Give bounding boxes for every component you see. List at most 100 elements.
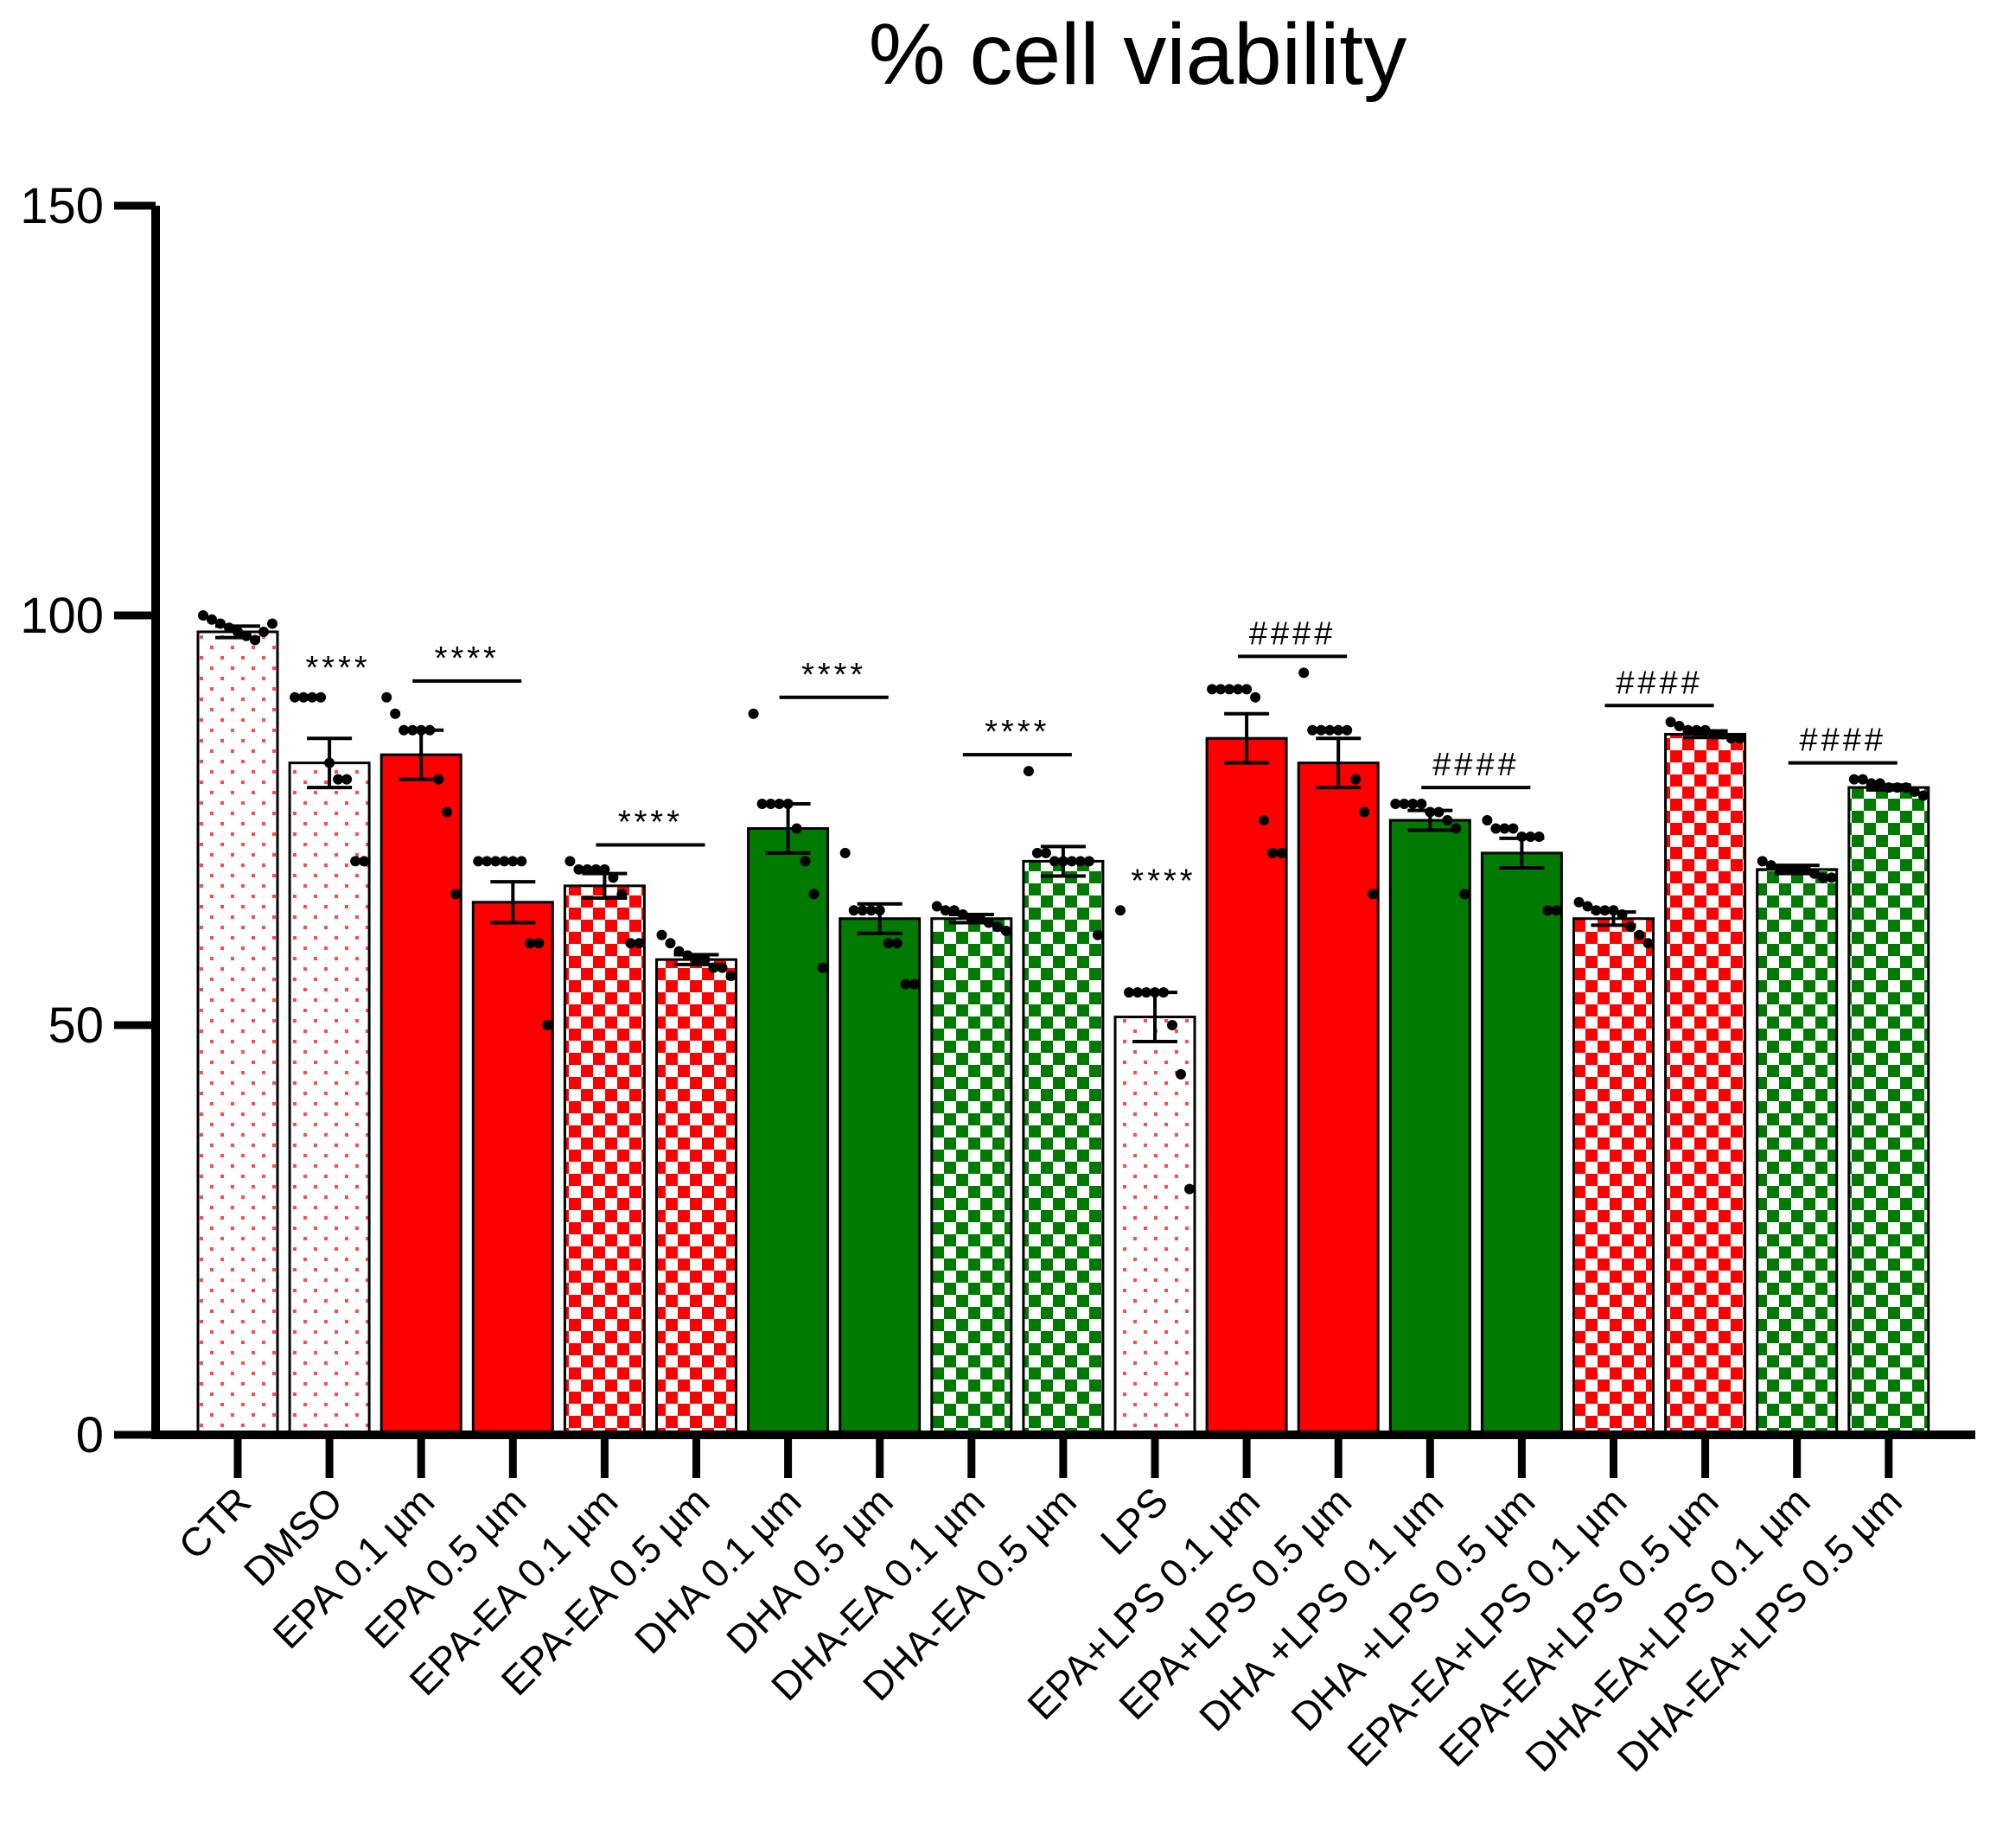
data-point: [774, 799, 785, 810]
data-point: [390, 708, 401, 719]
data-point: [665, 938, 676, 949]
data-point: [1000, 925, 1011, 936]
data-point: [1817, 872, 1828, 883]
data-point: [582, 863, 593, 875]
data-point: [957, 909, 968, 921]
data-point: [725, 971, 737, 982]
data-point: [381, 691, 392, 703]
data-point: [992, 921, 1003, 933]
data-point: [1866, 778, 1877, 789]
data-point: [699, 954, 711, 965]
data-point: [1909, 786, 1920, 797]
data-point: [1708, 729, 1719, 740]
data-point: [442, 806, 453, 818]
data-point: [1350, 774, 1362, 785]
data-point: [1808, 868, 1820, 879]
data-point: [258, 626, 269, 637]
significance-label: ####: [1616, 665, 1703, 701]
significance-label: ####: [1249, 615, 1336, 652]
data-point: [1482, 815, 1493, 825]
data-point: [1298, 667, 1310, 679]
data-point: [1031, 847, 1043, 858]
data-point: [1617, 909, 1628, 921]
data-point: [983, 917, 994, 928]
data-point: [1092, 929, 1103, 940]
data-point: [1582, 901, 1593, 912]
data-point: [1259, 815, 1270, 825]
data-point: [1324, 724, 1336, 736]
data-point: [1359, 806, 1370, 818]
data-point: [625, 938, 636, 949]
data-point: [424, 724, 436, 736]
data-point: [1184, 1183, 1195, 1195]
data-point: [634, 938, 645, 949]
data-point: [1276, 847, 1287, 858]
data-point: [298, 691, 309, 703]
data-point: [800, 856, 811, 867]
data-point: [241, 630, 252, 641]
bar: [1113, 1016, 1196, 1437]
y-tick-label: 50: [48, 997, 104, 1054]
data-point: [756, 799, 768, 810]
data-point: [1425, 806, 1436, 818]
data-point: [1241, 684, 1253, 695]
data-point: [848, 905, 859, 916]
data-point: [1642, 938, 1654, 949]
data-point: [1267, 847, 1279, 858]
data-point: [573, 863, 584, 875]
data-point: [1150, 987, 1160, 998]
data-point: [215, 618, 226, 629]
data-point: [359, 856, 370, 867]
bar: [1205, 736, 1288, 1437]
data-point: [1634, 929, 1645, 940]
data-point: [1451, 823, 1462, 834]
data-point: [341, 774, 353, 785]
data-point: [883, 938, 894, 949]
data-point: [857, 905, 868, 916]
data-point: [1040, 847, 1051, 858]
data-point: [1342, 724, 1353, 736]
data-point: [1682, 724, 1693, 736]
data-point: [1874, 778, 1885, 789]
significance-label: ****: [306, 650, 371, 686]
data-point: [1674, 720, 1685, 731]
data-point: [974, 913, 985, 924]
data-point: [1083, 856, 1094, 867]
data-point: [507, 856, 519, 867]
data-point: [808, 889, 820, 900]
data-point: [1124, 987, 1134, 998]
data-point: [656, 929, 667, 940]
data-point: [1857, 774, 1868, 785]
data-point: [1066, 856, 1077, 867]
data-point: [1774, 863, 1785, 875]
data-point: [1783, 863, 1794, 875]
data-point: [1665, 717, 1676, 728]
data-point: [416, 724, 427, 736]
data-point: [865, 905, 877, 916]
data-point: [1207, 684, 1218, 695]
data-point: [1075, 856, 1086, 867]
data-point: [590, 863, 602, 875]
data-point: [333, 774, 344, 785]
bar: [1756, 868, 1839, 1437]
significance-label: ****: [1131, 863, 1196, 899]
data-point: [909, 978, 920, 990]
significance-label: ****: [801, 657, 866, 693]
data-point: [1725, 733, 1737, 744]
data-point: [1848, 774, 1859, 785]
bar: [655, 958, 737, 1437]
data-point: [1891, 782, 1903, 793]
data-point: [1734, 733, 1745, 744]
data-point: [931, 901, 942, 912]
data-point: [450, 889, 462, 900]
data-point: [1233, 684, 1244, 695]
data-point: [1158, 987, 1169, 998]
data-point: [1591, 905, 1602, 916]
data-point: [1049, 856, 1060, 867]
data-point: [1399, 799, 1410, 810]
data-point: [900, 978, 911, 990]
data-point: [599, 863, 610, 875]
data-point: [482, 856, 493, 867]
data-point: [542, 1020, 553, 1030]
